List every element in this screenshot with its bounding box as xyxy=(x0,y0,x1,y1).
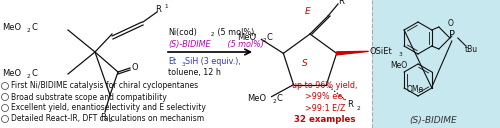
Text: >99:1 E/Z: >99:1 E/Z xyxy=(305,104,345,113)
Text: 32 examples: 32 examples xyxy=(294,115,356,124)
Text: 2: 2 xyxy=(272,99,276,104)
Text: R: R xyxy=(338,0,344,6)
Text: C: C xyxy=(266,33,272,42)
Text: 2: 2 xyxy=(262,38,266,43)
Text: 3: 3 xyxy=(182,62,186,67)
Text: 2: 2 xyxy=(211,33,214,38)
Text: 3: 3 xyxy=(398,52,402,57)
Text: R: R xyxy=(100,114,106,122)
Text: 2: 2 xyxy=(27,29,31,34)
Text: MeO: MeO xyxy=(248,94,266,103)
Text: O: O xyxy=(131,63,138,72)
Text: 2: 2 xyxy=(27,74,31,79)
Text: (S)-BIDIME: (S)-BIDIME xyxy=(409,115,457,125)
Text: MeO: MeO xyxy=(390,61,407,71)
Text: 1: 1 xyxy=(164,4,168,9)
Text: First Ni/BIDIME catalysis for chiral cyclopentanes: First Ni/BIDIME catalysis for chiral cyc… xyxy=(11,82,198,90)
Text: C: C xyxy=(276,94,282,103)
Text: MeO: MeO xyxy=(2,24,21,33)
Text: toluene, 12 h: toluene, 12 h xyxy=(168,68,221,77)
Text: Ni(cod): Ni(cod) xyxy=(168,28,197,36)
Text: MeO: MeO xyxy=(238,33,256,42)
Text: Excellent yield, enantioselectivity and E selectivity: Excellent yield, enantioselectivity and … xyxy=(11,104,206,113)
Bar xyxy=(372,0,500,128)
Text: E: E xyxy=(305,8,311,17)
Text: Et: Et xyxy=(168,57,176,67)
Text: O: O xyxy=(448,19,454,29)
Text: (5 mol%),: (5 mol%), xyxy=(215,28,256,36)
Text: Broad substrate scope and compatibility: Broad substrate scope and compatibility xyxy=(11,93,167,102)
Text: R: R xyxy=(348,100,354,109)
Text: SiH (3 equiv.),: SiH (3 equiv.), xyxy=(185,57,241,67)
Text: OMe: OMe xyxy=(406,86,423,94)
Text: up to 96% yield,: up to 96% yield, xyxy=(292,82,358,90)
Text: C: C xyxy=(31,24,37,33)
Text: 2: 2 xyxy=(356,106,360,111)
Polygon shape xyxy=(336,51,368,55)
Text: (S)-BIDIME: (S)-BIDIME xyxy=(168,40,210,49)
Text: OSiEt: OSiEt xyxy=(370,47,392,56)
Text: MeO: MeO xyxy=(2,70,21,78)
Text: 2: 2 xyxy=(109,119,113,124)
Text: (5 mol%): (5 mol%) xyxy=(225,40,264,49)
Text: tBu: tBu xyxy=(465,45,478,54)
Text: R: R xyxy=(155,6,161,14)
Text: C: C xyxy=(31,70,37,78)
Text: S: S xyxy=(302,60,308,68)
Text: Detailed React-IR, DFT calculations on mechanism: Detailed React-IR, DFT calculations on m… xyxy=(11,115,204,124)
Text: >99% ee,: >99% ee, xyxy=(305,93,345,102)
Text: P: P xyxy=(449,30,455,40)
